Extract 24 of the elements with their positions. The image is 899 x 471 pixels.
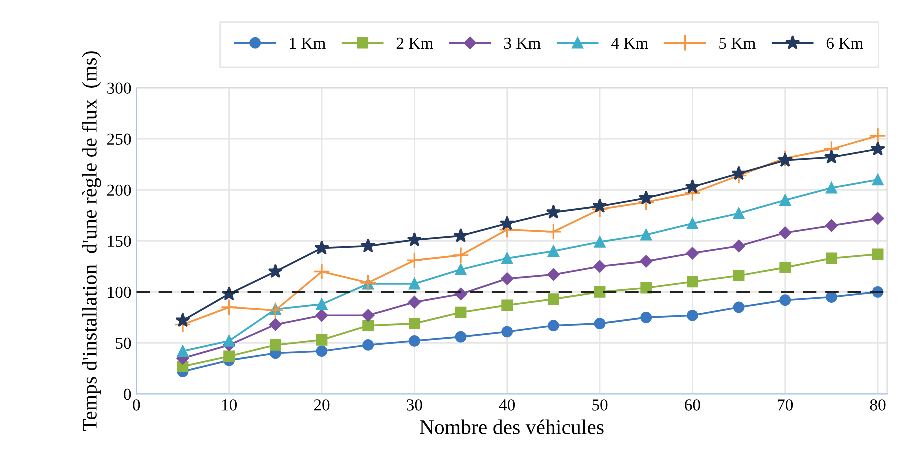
x-tick-label: 80 <box>870 400 886 411</box>
x-tick-label: 10 <box>222 400 238 411</box>
legend-label: 5 Km <box>720 38 756 50</box>
y-tick-label: 0 <box>124 388 132 400</box>
legend-label: 3 Km <box>504 38 541 50</box>
y-tick-label: 100 <box>108 286 132 298</box>
y-tick-label: 300 <box>108 82 132 94</box>
x-tick-label: 60 <box>685 400 700 411</box>
x-tick-label: 70 <box>778 400 794 411</box>
legend-label: 1 Km <box>290 38 326 49</box>
x-tick-label: 30 <box>407 400 422 411</box>
y-tick-label: 250 <box>108 134 132 146</box>
x-tick-label: 0 <box>133 400 140 411</box>
legend-label: 2 Km <box>396 38 434 49</box>
y-axis-title: Temps d'installation d'une règle de flux (ms) <box>82 52 102 432</box>
x-tick-label: 40 <box>499 400 516 411</box>
x-tick-label: 50 <box>592 400 608 411</box>
x-tick-label: 20 <box>314 400 330 411</box>
y-tick-label: 200 <box>108 184 132 196</box>
y-tick-label: 150 <box>108 236 132 248</box>
x-axis-title: Nombre des véhicules <box>420 420 604 434</box>
legend-label: 4 Km <box>612 38 648 49</box>
legend-label: 6 Km <box>826 38 864 50</box>
y-tick-label: 50 <box>116 338 132 350</box>
